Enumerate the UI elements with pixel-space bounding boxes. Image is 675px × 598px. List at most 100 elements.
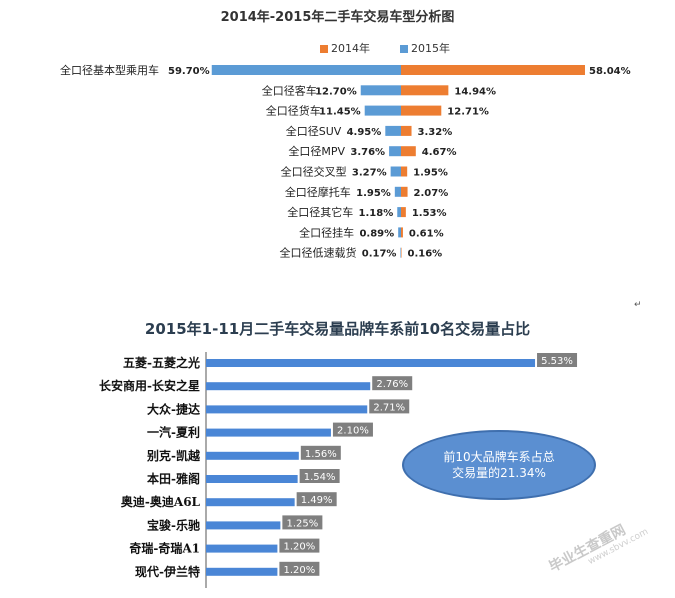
value-label-box	[282, 515, 323, 530]
value-label: 1.54%	[304, 472, 336, 483]
bar-2014	[401, 146, 416, 157]
value-label-2015: 3.76%	[350, 147, 385, 158]
value-label-2015: 0.17%	[362, 249, 397, 260]
bar-2015	[398, 227, 401, 238]
value-label: 2.76%	[376, 379, 408, 390]
category-label: 全口径SUV	[286, 124, 342, 138]
category-label: 全口径基本型乘用车	[60, 63, 159, 77]
brand-label: 别克-凯越	[146, 448, 201, 463]
value-label-box	[332, 422, 373, 437]
bar-2014	[401, 247, 402, 258]
brand-bar	[206, 521, 281, 530]
brand-label: 奥迪-奥迪A6L	[121, 494, 201, 509]
value-label-box	[299, 469, 340, 483]
chart2-title: 2015年1-11月二手车交易量品牌车系前10名交易量占比	[144, 320, 531, 338]
value-label-2014: 4.67%	[422, 147, 457, 158]
brand-bar	[206, 475, 298, 483]
value-label-2015: 59.70%	[168, 66, 210, 77]
value-label-2015: 1.95%	[356, 188, 391, 199]
bar-2014	[401, 207, 406, 218]
legend-swatch-2014	[320, 45, 328, 53]
category-label: 全口径货车	[266, 104, 321, 118]
bar-2014	[401, 65, 585, 75]
bar-2015	[211, 65, 401, 75]
brand-label: 本田-雅阁	[147, 471, 200, 486]
value-label: 1.20%	[284, 565, 316, 576]
value-label-2014: 0.61%	[409, 228, 444, 239]
value-label-2014: 1.95%	[413, 168, 448, 179]
value-label-2015: 0.89%	[359, 228, 394, 239]
brand-bar	[206, 359, 536, 367]
bar-2014	[401, 166, 408, 177]
bar-2014	[401, 85, 449, 96]
bar-2015	[364, 105, 401, 116]
brand-label: 现代-伊兰特	[135, 564, 200, 579]
bar-2015	[400, 247, 401, 258]
return-mark: ↵	[634, 300, 642, 310]
brand-bar	[206, 544, 278, 553]
value-label: 1.25%	[286, 518, 318, 529]
value-label-box	[300, 445, 341, 460]
bar-2015	[394, 186, 401, 197]
brand-label: 一汽-夏利	[147, 425, 200, 440]
bar-2014	[401, 186, 408, 197]
category-label: 全口径其它车	[287, 205, 353, 219]
brand-bar	[206, 451, 299, 460]
value-label: 1.56%	[305, 449, 337, 460]
bar-2015	[389, 146, 401, 157]
brand-bar	[206, 428, 331, 437]
value-label-2015: 4.95%	[347, 127, 382, 138]
brand-label: 奇瑞-奇瑞A1	[129, 541, 200, 556]
brand-label: 长安商用-长安之星	[99, 378, 200, 393]
brand-bar	[206, 405, 368, 414]
annotation-ellipse: 前10大品牌车系占总交易量的21.34%	[402, 430, 596, 500]
legend-2015: 2015年	[400, 40, 450, 56]
value-label-2015: 12.70%	[315, 86, 357, 97]
brand-bar	[206, 567, 278, 576]
value-label-box	[296, 492, 337, 507]
bar-2015	[360, 85, 401, 96]
value-label-2014: 3.32%	[418, 127, 453, 138]
bar-2014	[401, 125, 412, 136]
value-label-2014: 14.94%	[454, 86, 496, 97]
value-label-box	[372, 376, 413, 391]
brand-bar	[206, 498, 295, 507]
value-label: 1.20%	[284, 542, 316, 553]
value-label-2015: 11.45%	[319, 107, 361, 118]
category-label: 全口径交叉型	[281, 165, 347, 179]
category-label: 全口径MPV	[288, 144, 345, 158]
value-label-2014: 12.71%	[447, 107, 489, 118]
value-label: 5.53%	[541, 356, 573, 367]
category-label: 全口径客车	[262, 83, 317, 97]
value-label-box	[279, 538, 320, 553]
legend-swatch-2015	[400, 45, 408, 53]
legend-label-2014: 2014年	[331, 42, 370, 55]
brand-label: 五菱-五菱之光	[123, 355, 200, 370]
brand-bar	[206, 382, 371, 391]
bar-2014	[401, 227, 403, 238]
value-label-2014: 0.16%	[408, 249, 443, 260]
brand-label: 大众-捷达	[147, 401, 200, 416]
category-label: 全口径低速载货	[279, 246, 356, 260]
value-label-2014: 2.07%	[414, 188, 449, 199]
bar-2015	[397, 207, 401, 218]
legend-2014: 2014年	[320, 40, 370, 56]
value-label: 1.49%	[301, 495, 333, 506]
value-label-box	[279, 561, 320, 576]
value-label-box	[369, 399, 410, 414]
brand-label: 宝骏-乐驰	[147, 517, 200, 532]
value-label-2014: 58.04%	[589, 66, 631, 77]
value-label: 2.10%	[337, 426, 369, 437]
bar-2015	[385, 125, 401, 136]
category-label: 全口径摩托车	[285, 185, 351, 199]
value-label: 2.71%	[373, 402, 405, 413]
category-label: 全口径挂车	[299, 225, 354, 239]
value-label-box	[537, 353, 578, 367]
value-label-2015: 1.18%	[359, 208, 394, 219]
value-label-2014: 1.53%	[412, 208, 447, 219]
annotation-text: 前10大品牌车系占总交易量的21.34%	[443, 450, 555, 480]
chart1-title: 2014年-2015年二手车交易车型分析图	[220, 10, 455, 25]
legend-label-2015: 2015年	[411, 42, 450, 55]
